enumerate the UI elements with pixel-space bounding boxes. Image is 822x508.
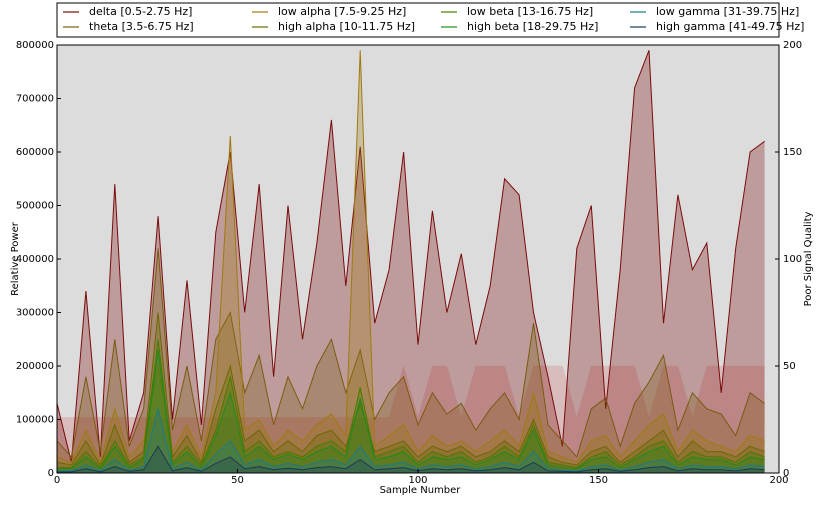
plot	[56, 50, 765, 474]
y2-tick-label: 100	[783, 254, 802, 265]
y-tick-label: 0	[48, 468, 54, 479]
y-tick-label: 400000	[16, 254, 54, 265]
legend-label: low alpha [7.5-9.25 Hz]	[278, 5, 406, 18]
area-fill	[57, 312, 765, 473]
y-tick-label: 700000	[16, 94, 54, 105]
y-tick-label: 200000	[16, 361, 54, 372]
x-tick-label: 50	[231, 475, 244, 486]
x-tick-label: 100	[408, 475, 427, 486]
y2-tick-label: 200	[783, 40, 802, 51]
series-line	[56, 50, 765, 463]
legend: delta [0.5-2.75 Hz] theta [3.5-6.75 Hz] lo…	[63, 5, 804, 33]
y-tick-label: 300000	[16, 308, 54, 319]
area-fill	[57, 446, 765, 473]
y2-tick-label: 0	[783, 468, 789, 479]
series-line	[57, 408, 765, 472]
legend-label: theta [3.5-6.75 Hz]	[89, 20, 194, 33]
legend-box	[56, 2, 780, 38]
area-fill	[57, 408, 765, 473]
series-line	[57, 445, 765, 473]
y-tick-label: 600000	[16, 147, 54, 158]
y-tick-label: 800000	[16, 40, 54, 51]
legend-label: high alpha [10-11.75 Hz]	[278, 20, 415, 33]
y-axis-title: Relative Power	[10, 221, 21, 296]
series-line	[57, 339, 765, 469]
area-fill	[57, 50, 765, 474]
area-fill	[57, 50, 765, 474]
x-tick-label: 200	[769, 475, 788, 486]
y-tick-label: 100000	[16, 415, 54, 426]
x-tick-label: 150	[589, 475, 608, 486]
y2-tick-label: 50	[783, 361, 796, 372]
area-fill	[57, 349, 765, 473]
area-fill	[57, 339, 765, 473]
y-tick-label: 500000	[16, 201, 54, 212]
area-fill	[57, 248, 765, 473]
y2-axis-title: Poor Signal Quality	[803, 212, 814, 307]
series-line	[56, 248, 765, 458]
legend-label: high beta [18-29.75 Hz]	[467, 20, 598, 33]
y2-tick-label: 150	[783, 147, 802, 158]
legend-label: high gamma [41-49.75 Hz]	[656, 20, 804, 33]
series-line	[57, 349, 765, 470]
series-line	[56, 50, 765, 464]
legend-label: delta [0.5-2.75 Hz]	[89, 5, 192, 18]
series-line	[56, 312, 765, 467]
x-axis-title: Sample Number	[380, 485, 462, 496]
legend-label: low beta [13-16.75 Hz]	[467, 5, 593, 18]
x-tick-label: 0	[54, 475, 60, 486]
legend-label: low gamma [31-39.75 Hz]	[656, 5, 799, 18]
